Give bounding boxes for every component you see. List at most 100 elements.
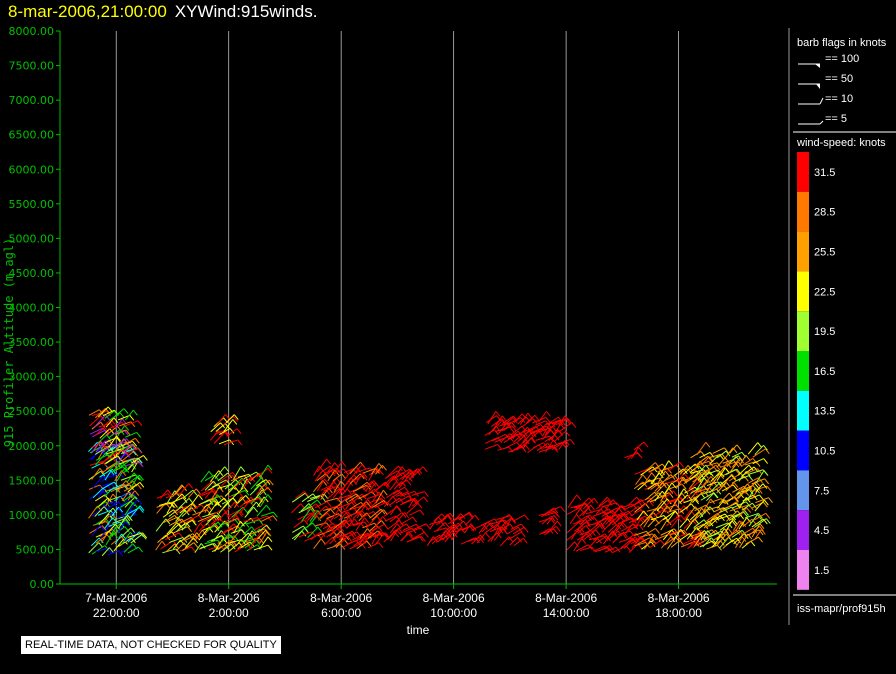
wind-barb-flag xyxy=(100,470,106,477)
wind-barb xyxy=(566,541,575,551)
wind-barb xyxy=(320,526,331,539)
wind-barb xyxy=(127,490,136,501)
wind-barb-flag xyxy=(563,441,569,448)
wind-barb xyxy=(301,522,313,532)
wind-barb xyxy=(576,515,588,523)
wind-barb xyxy=(218,502,228,514)
wind-barb xyxy=(259,531,268,544)
wind-barb xyxy=(542,421,552,436)
wind-barb xyxy=(669,529,684,536)
wind-barb xyxy=(716,528,725,541)
wind-barb xyxy=(319,508,331,519)
wind-barb xyxy=(114,533,123,545)
wind-barb xyxy=(323,537,333,546)
wind-barb-flag xyxy=(591,546,597,553)
wind-barb xyxy=(316,458,328,473)
wind-barb-flag xyxy=(655,528,660,534)
barb-legend-label: == 100 xyxy=(825,53,859,65)
wind-barb xyxy=(478,521,489,534)
wind-barb xyxy=(390,527,399,542)
wind-barb-flag xyxy=(593,517,599,523)
wind-barb-flag xyxy=(724,447,729,454)
wind-barb-flag xyxy=(382,465,387,471)
wind-barb xyxy=(309,510,319,522)
wind-barb-flag xyxy=(495,411,501,417)
wind-barb-flag xyxy=(329,526,335,533)
wind-barb xyxy=(649,539,661,548)
wind-barb-flag xyxy=(415,469,421,476)
wind-barb xyxy=(633,441,645,451)
data-source-label: iss-mapr/prof915h xyxy=(797,603,886,615)
wind-barb xyxy=(349,473,361,485)
wind-barb xyxy=(172,526,188,534)
wind-barb-flag xyxy=(105,440,110,447)
wind-barb xyxy=(104,410,115,419)
wind-barb xyxy=(647,477,660,483)
wind-barb xyxy=(258,536,269,550)
wind-barb xyxy=(105,455,119,464)
wind-barb-flag xyxy=(739,457,745,464)
wind-barb xyxy=(702,537,712,548)
wind-barb xyxy=(367,530,379,539)
wind-barb-flag xyxy=(137,483,142,490)
wind-barb xyxy=(387,520,400,530)
wind-barb xyxy=(208,501,218,515)
wind-barb-flag xyxy=(239,492,245,499)
wind-barb xyxy=(192,509,208,516)
wind-barb xyxy=(113,462,124,471)
wind-barb xyxy=(654,482,664,492)
wind-barb xyxy=(569,514,577,525)
wind-barb xyxy=(592,533,606,541)
wind-barb-flag xyxy=(673,490,678,497)
wind-barb xyxy=(226,428,238,437)
wind-barb xyxy=(327,488,340,500)
wind-barb-flag xyxy=(125,441,130,448)
wind-barb-flag xyxy=(340,480,346,487)
wind-barb-flag xyxy=(173,509,178,516)
wind-barb xyxy=(500,523,511,531)
wind-barb xyxy=(121,457,136,463)
wind-barb xyxy=(737,464,750,476)
wind-barb-flag xyxy=(239,481,245,488)
wind-barb-flag xyxy=(664,470,670,477)
wind-barb-flag xyxy=(546,411,551,417)
wind-barb xyxy=(583,498,595,510)
wind-barb xyxy=(252,515,268,522)
wind-barb xyxy=(491,418,503,427)
wind-barb-flag xyxy=(122,462,128,469)
wind-barb-flag xyxy=(178,532,184,539)
wind-barb xyxy=(94,427,105,436)
wind-barb-flag xyxy=(265,504,271,511)
wind-barb xyxy=(596,499,609,510)
wind-barb xyxy=(654,517,666,527)
wind-barb-flag xyxy=(310,508,316,514)
wind-barb xyxy=(595,505,605,515)
wind-barb-flag xyxy=(346,488,352,495)
wind-barb xyxy=(386,465,399,478)
wind-barb xyxy=(326,513,339,520)
wind-barb xyxy=(155,518,167,532)
wind-barb xyxy=(182,533,194,541)
wind-barb-flag xyxy=(494,518,500,525)
wind-barb-flag xyxy=(449,512,455,519)
wind-barb-flag xyxy=(233,414,239,420)
wind-barb-flag xyxy=(362,474,368,481)
wind-barb xyxy=(683,519,694,530)
wind-barb-flag xyxy=(123,429,129,436)
wind-barb xyxy=(699,471,710,483)
speed-color-swatch xyxy=(797,390,809,431)
wind-barb xyxy=(374,532,385,545)
wind-barb xyxy=(198,522,208,532)
wind-barb xyxy=(102,419,112,428)
wind-barb xyxy=(290,503,302,514)
wind-barb-flag xyxy=(735,529,741,536)
wind-barb-flag xyxy=(759,523,765,529)
wind-barb-flag xyxy=(483,524,488,530)
wind-barb xyxy=(689,511,700,521)
wind-barb xyxy=(662,510,676,521)
wind-barb xyxy=(386,489,399,499)
wind-barb xyxy=(117,414,130,421)
wind-barb-flag xyxy=(347,536,353,542)
wind-barb xyxy=(544,511,556,517)
wind-barb xyxy=(732,457,741,468)
